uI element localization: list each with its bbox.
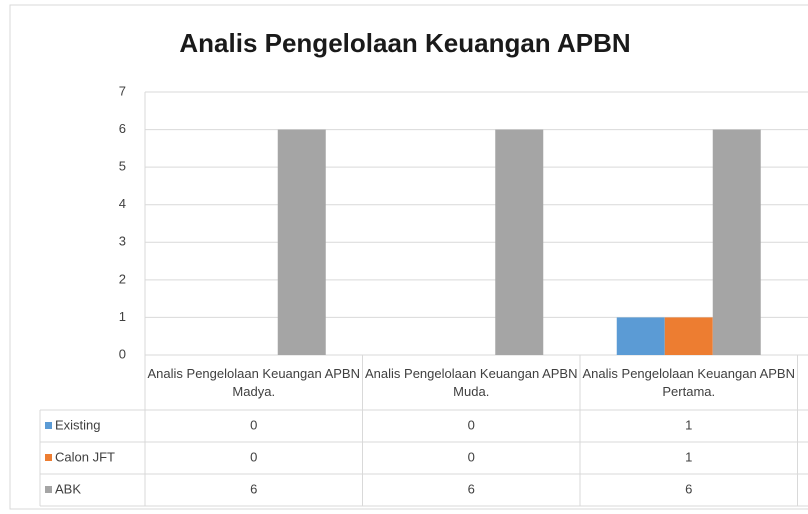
bar — [495, 129, 544, 355]
y-tick-label: 1 — [119, 309, 126, 324]
table-value: 6 — [685, 481, 692, 496]
table-value: 0 — [468, 417, 475, 432]
table-value: 6 — [468, 481, 475, 496]
legend-label: ABK — [55, 481, 81, 496]
legend-key — [45, 486, 52, 493]
y-tick-label: 4 — [119, 196, 126, 211]
y-tick-label: 5 — [119, 159, 126, 174]
y-tick-label: 6 — [119, 121, 126, 136]
y-tick-label: 0 — [119, 346, 126, 361]
legend-label: Existing — [55, 417, 101, 432]
x-tick-label: Analis Pengelolaan Keuangan APBN Madya. — [147, 365, 361, 399]
table-value: 1 — [685, 417, 692, 432]
y-tick-label: 7 — [119, 83, 126, 98]
chart-border — [9, 4, 808, 510]
bar — [712, 129, 761, 355]
x-tick-label-box: Analis Pengelolaan Keuangan APBN Pertama… — [582, 365, 796, 399]
bar — [277, 129, 326, 355]
x-tick-label: Analis Pengelolaan Keuangan APBN Pertama… — [582, 365, 796, 399]
table-value: 1 — [685, 449, 692, 464]
y-tick-label: 3 — [119, 234, 126, 249]
chart-title: Analis Pengelolaan Keuangan APBN — [179, 28, 630, 58]
legend-key — [45, 422, 52, 429]
legend-label: Calon JFT — [55, 449, 115, 464]
table-value: 6 — [250, 481, 257, 496]
bar — [616, 317, 665, 355]
y-tick-label: 2 — [119, 271, 126, 286]
x-tick-label-box: Analis Pengelolaan Keuangan APBN Muda. — [365, 365, 578, 399]
x-tick-label-box: Analis Pengelolaan Keuangan APBN Madya. — [147, 365, 361, 399]
x-tick-label: Analis Pengelolaan Keuangan APBN Muda. — [365, 365, 578, 399]
bar — [664, 317, 713, 355]
table-value: 0 — [468, 449, 475, 464]
legend-key — [45, 454, 52, 461]
table-value: 0 — [250, 449, 257, 464]
table-value: 0 — [250, 417, 257, 432]
